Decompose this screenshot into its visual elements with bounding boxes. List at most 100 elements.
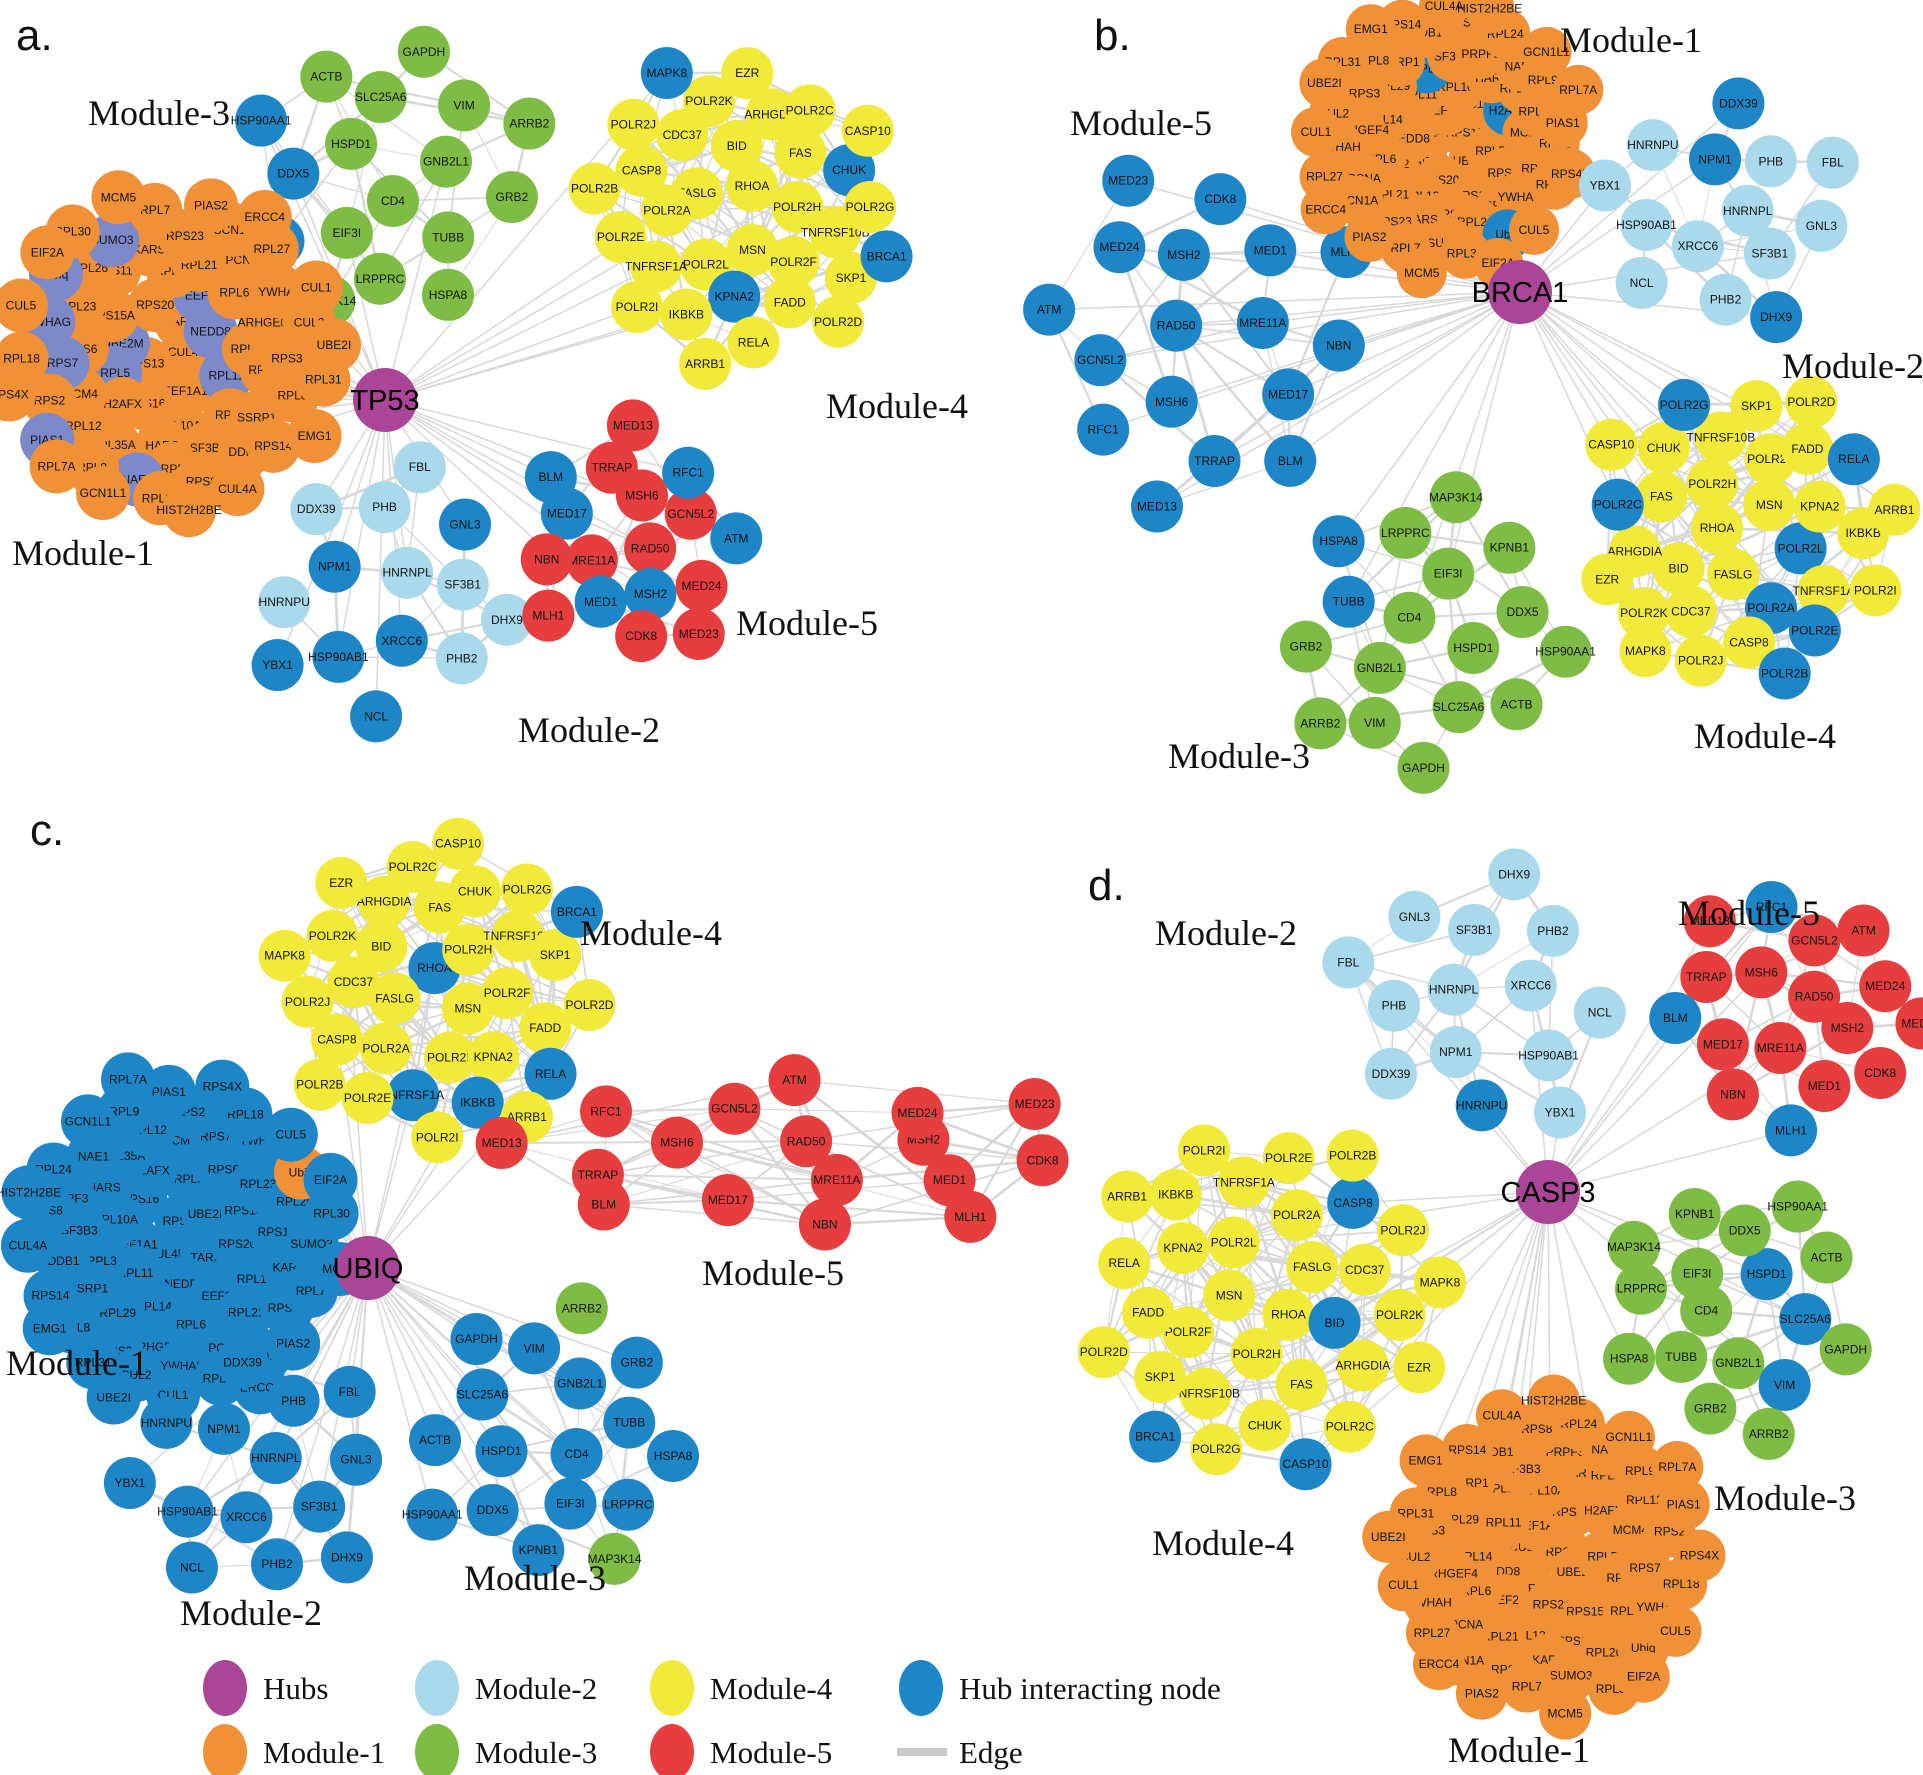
gene-node-label: GCN1L1 <box>80 486 127 500</box>
gene-node-label: MED13 <box>1137 499 1177 513</box>
gene-node-circle <box>630 240 683 293</box>
panel-a: a. CD4 HSPD1 GNB2L1 EIF3I SLC25A6 TUBB DDX5 VIM L… <box>0 11 968 750</box>
gene-node-circle <box>508 1322 561 1375</box>
gene-node-circle <box>422 268 475 321</box>
gene-node-circle <box>1707 548 1760 601</box>
gene-node-circle <box>251 639 304 692</box>
gene-node-EMG1: EMG1 <box>22 1301 77 1356</box>
gene-node-MAP3K14: MAP3K14 <box>1429 471 1483 524</box>
gene-node-circle <box>1617 1650 1670 1703</box>
gene-node-label: CUL5 <box>6 299 37 313</box>
gene-node-FASLG: FASLG <box>1707 548 1760 601</box>
gene-node-circle <box>1788 970 1841 1023</box>
gene-node-label: LRPPRC <box>1381 526 1430 540</box>
gene-node-circle <box>86 1370 141 1425</box>
gene-node-label: KPNA2 <box>715 290 755 304</box>
gene-node-circle <box>1008 1078 1061 1131</box>
gene-node-label: BLM <box>591 1197 616 1211</box>
gene-node-circle <box>439 498 492 551</box>
gene-node-circle <box>1023 283 1076 336</box>
gene-node-circle <box>524 451 577 504</box>
legend-item-hub-interacting-node: Hub interacting node <box>899 1660 1221 1716</box>
gene-node-circle <box>1149 1168 1202 1221</box>
gene-node-FASLG: FASLG <box>1286 1241 1339 1294</box>
gene-node-label: MSH2 <box>634 587 668 601</box>
gene-node-circle <box>503 97 556 150</box>
gene-node-NBN: NBN <box>1312 319 1365 372</box>
gene-node-label: MAP3K14 <box>587 1552 641 1566</box>
gene-node-label: HNRNPU <box>1456 1098 1507 1112</box>
gene-node-label: MAPK8 <box>1625 644 1666 658</box>
gene-node-circle <box>1134 1350 1187 1403</box>
gene-node-circle <box>0 1218 55 1273</box>
gene-node-TRRAP: TRRAP <box>1188 434 1241 487</box>
gene-node-circle <box>76 466 131 521</box>
gene-node-circle <box>456 1368 509 1421</box>
gene-node-circle <box>435 632 488 685</box>
gene-node-label: FASLG <box>1714 567 1753 581</box>
gene-node-label: RPS4X <box>0 388 29 402</box>
gene-node-circle <box>293 1058 346 1111</box>
hub-edge <box>384 185 753 401</box>
gene-node-label: TUBB <box>1665 1350 1697 1364</box>
gene-node-POLR2D: POLR2D <box>563 979 616 1032</box>
gene-node-HNRNPL: HNRNPL <box>1427 963 1480 1016</box>
gene-node-circle <box>1488 848 1541 901</box>
gene-node-label: CUL1 <box>1388 1578 1419 1592</box>
gene-node-label: ACTB <box>310 70 342 84</box>
gene-node-BLM: BLM <box>1264 434 1317 487</box>
gene-node-circle <box>1819 1323 1872 1376</box>
gene-node-GCN5L2: GCN5L2 <box>664 487 717 540</box>
gene-node-ACTB: ACTB <box>1490 678 1543 731</box>
module-label-d-Module-4: Module-4 <box>1152 1523 1294 1563</box>
gene-node-label: RPL9 <box>109 1105 139 1119</box>
gene-node-label: BRCA1 <box>1135 1430 1175 1444</box>
gene-node-MED24: MED24 <box>891 1086 944 1139</box>
legend-item-label: Hub interacting node <box>959 1671 1221 1706</box>
gene-node-circle <box>708 1082 761 1135</box>
hub-label: UBIQ <box>333 1253 404 1285</box>
module-label-c-Module-4: Module-4 <box>580 913 722 953</box>
gene-node-UBE2I: UBE2I <box>306 318 361 373</box>
hub-edge <box>384 306 638 401</box>
gene-node-POLR2H: POLR2H <box>1686 457 1739 510</box>
gene-node-FAS: FAS <box>1635 470 1688 523</box>
gene-node-FADD: FADD <box>1122 1286 1175 1339</box>
gene-node-ERCC4: ERCC4 <box>1300 184 1351 235</box>
gene-node-label: GAPDH <box>1402 761 1445 775</box>
gene-node-MLH1: MLH1 <box>1765 1104 1818 1157</box>
gene-node-POLR2B: POLR2B <box>1758 647 1811 700</box>
hub-edge <box>1214 291 1521 462</box>
gene-node-label: BID <box>371 940 391 954</box>
gene-node-circle <box>1797 565 1850 618</box>
gene-node-circle <box>1712 1337 1765 1390</box>
gene-node-TNFRSF1A: TNFRSF1A <box>1792 565 1855 618</box>
gene-node-label: POLR2K <box>1620 606 1667 620</box>
gene-node-label: FBL <box>1822 156 1844 170</box>
gene-node-NBN: NBN <box>520 533 573 586</box>
gene-node-label: HSPA8 <box>1319 534 1358 548</box>
gene-node-CDK8: CDK8 <box>615 610 668 663</box>
gene-node-MAPK8: MAPK8 <box>1414 1256 1467 1309</box>
gene-node-label: ACTB <box>1501 697 1533 711</box>
gene-node-GAPDH: GAPDH <box>397 25 450 78</box>
gene-node-circle <box>1758 647 1811 700</box>
gene-node-circle <box>1441 1424 1494 1477</box>
gene-node-label: POLR2D <box>1787 395 1835 409</box>
gene-node-label: POLR2C <box>786 103 834 117</box>
gene-node-circle <box>1649 1604 1702 1657</box>
gene-node-GNL3: GNL3 <box>1795 199 1848 252</box>
gene-node-circle <box>432 817 485 870</box>
gene-node-POLR2E: POLR2E <box>1262 1132 1315 1185</box>
gene-node-CUL4A: CUL4A <box>0 1218 55 1273</box>
hub-edge <box>1519 291 1685 406</box>
gene-node-label: MED24 <box>898 1106 938 1120</box>
gene-node-label: PIAS2 <box>276 1337 310 1351</box>
gene-node-circle <box>1779 1293 1832 1346</box>
module-label-b-Module-3: Module-3 <box>1168 736 1310 776</box>
gene-node-PHB: PHB <box>267 1374 320 1427</box>
gene-node-circle <box>679 337 732 390</box>
gene-node-HIST2H2BE: HIST2H2BE <box>156 483 222 538</box>
gene-node-GCN5L2: GCN5L2 <box>1074 334 1127 387</box>
gene-node-circle <box>664 487 717 540</box>
